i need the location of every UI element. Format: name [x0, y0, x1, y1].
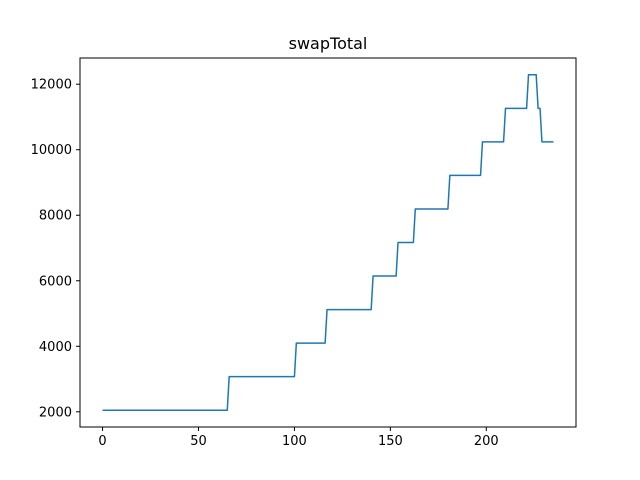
y-tick-label: 12000 — [31, 78, 72, 93]
x-tick-label: 200 — [474, 434, 499, 449]
axes-frame — [79, 57, 577, 428]
plot-area — [102, 74, 554, 411]
y-tick-label: 6000 — [39, 274, 72, 289]
x-tick-label: 50 — [190, 434, 207, 449]
x-tick-label: 150 — [378, 434, 403, 449]
y-tick-label: 4000 — [39, 340, 72, 355]
y-tick-label: 8000 — [39, 209, 72, 224]
x-axis: 0 50 100 150 200 — [98, 427, 499, 449]
x-tick-label: 0 — [98, 434, 106, 449]
x-tick-label: 100 — [282, 434, 307, 449]
y-tick-label: 10000 — [31, 143, 72, 158]
y-axis: 2000 4000 6000 8000 10000 12000 — [31, 78, 80, 420]
y-tick-label: 2000 — [39, 405, 72, 420]
chart-title: swapTotal — [289, 34, 368, 53]
series-line-0 — [102, 74, 554, 411]
